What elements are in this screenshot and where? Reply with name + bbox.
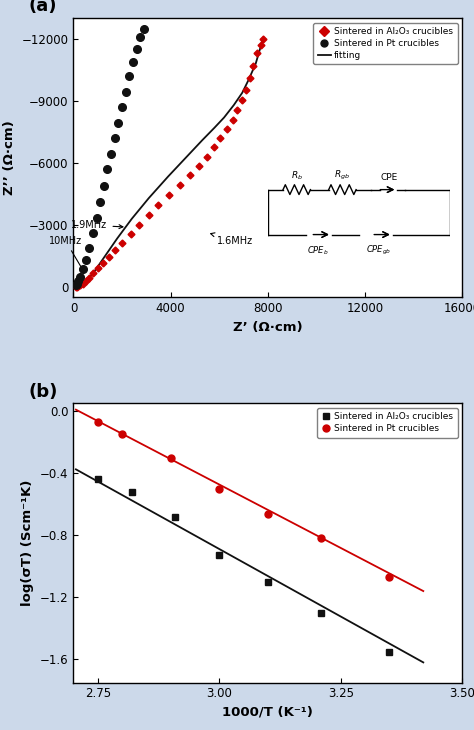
Text: 1.6MHz: 1.6MHz — [210, 233, 253, 245]
X-axis label: 1000/T (K⁻¹): 1000/T (K⁻¹) — [222, 706, 313, 719]
Text: (a): (a) — [29, 0, 57, 15]
Y-axis label: Z’’ (Ω·cm): Z’’ (Ω·cm) — [3, 120, 16, 195]
Legend: Sintered in Al₂O₃ crucibles, Sintered in Pt crucibles: Sintered in Al₂O₃ crucibles, Sintered in… — [317, 408, 457, 438]
X-axis label: Z’ (Ω·cm): Z’ (Ω·cm) — [233, 320, 302, 334]
Text: (b): (b) — [29, 383, 58, 401]
Legend: Sintered in Al₂O₃ crucibles, Sintered in Pt crucibles, fitting: Sintered in Al₂O₃ crucibles, Sintered in… — [313, 23, 457, 64]
Y-axis label: log(σT) (Scm⁻¹K): log(σT) (Scm⁻¹K) — [21, 480, 35, 606]
Text: 1.9MHz: 1.9MHz — [72, 220, 123, 230]
Text: 10MHz: 10MHz — [49, 236, 83, 271]
